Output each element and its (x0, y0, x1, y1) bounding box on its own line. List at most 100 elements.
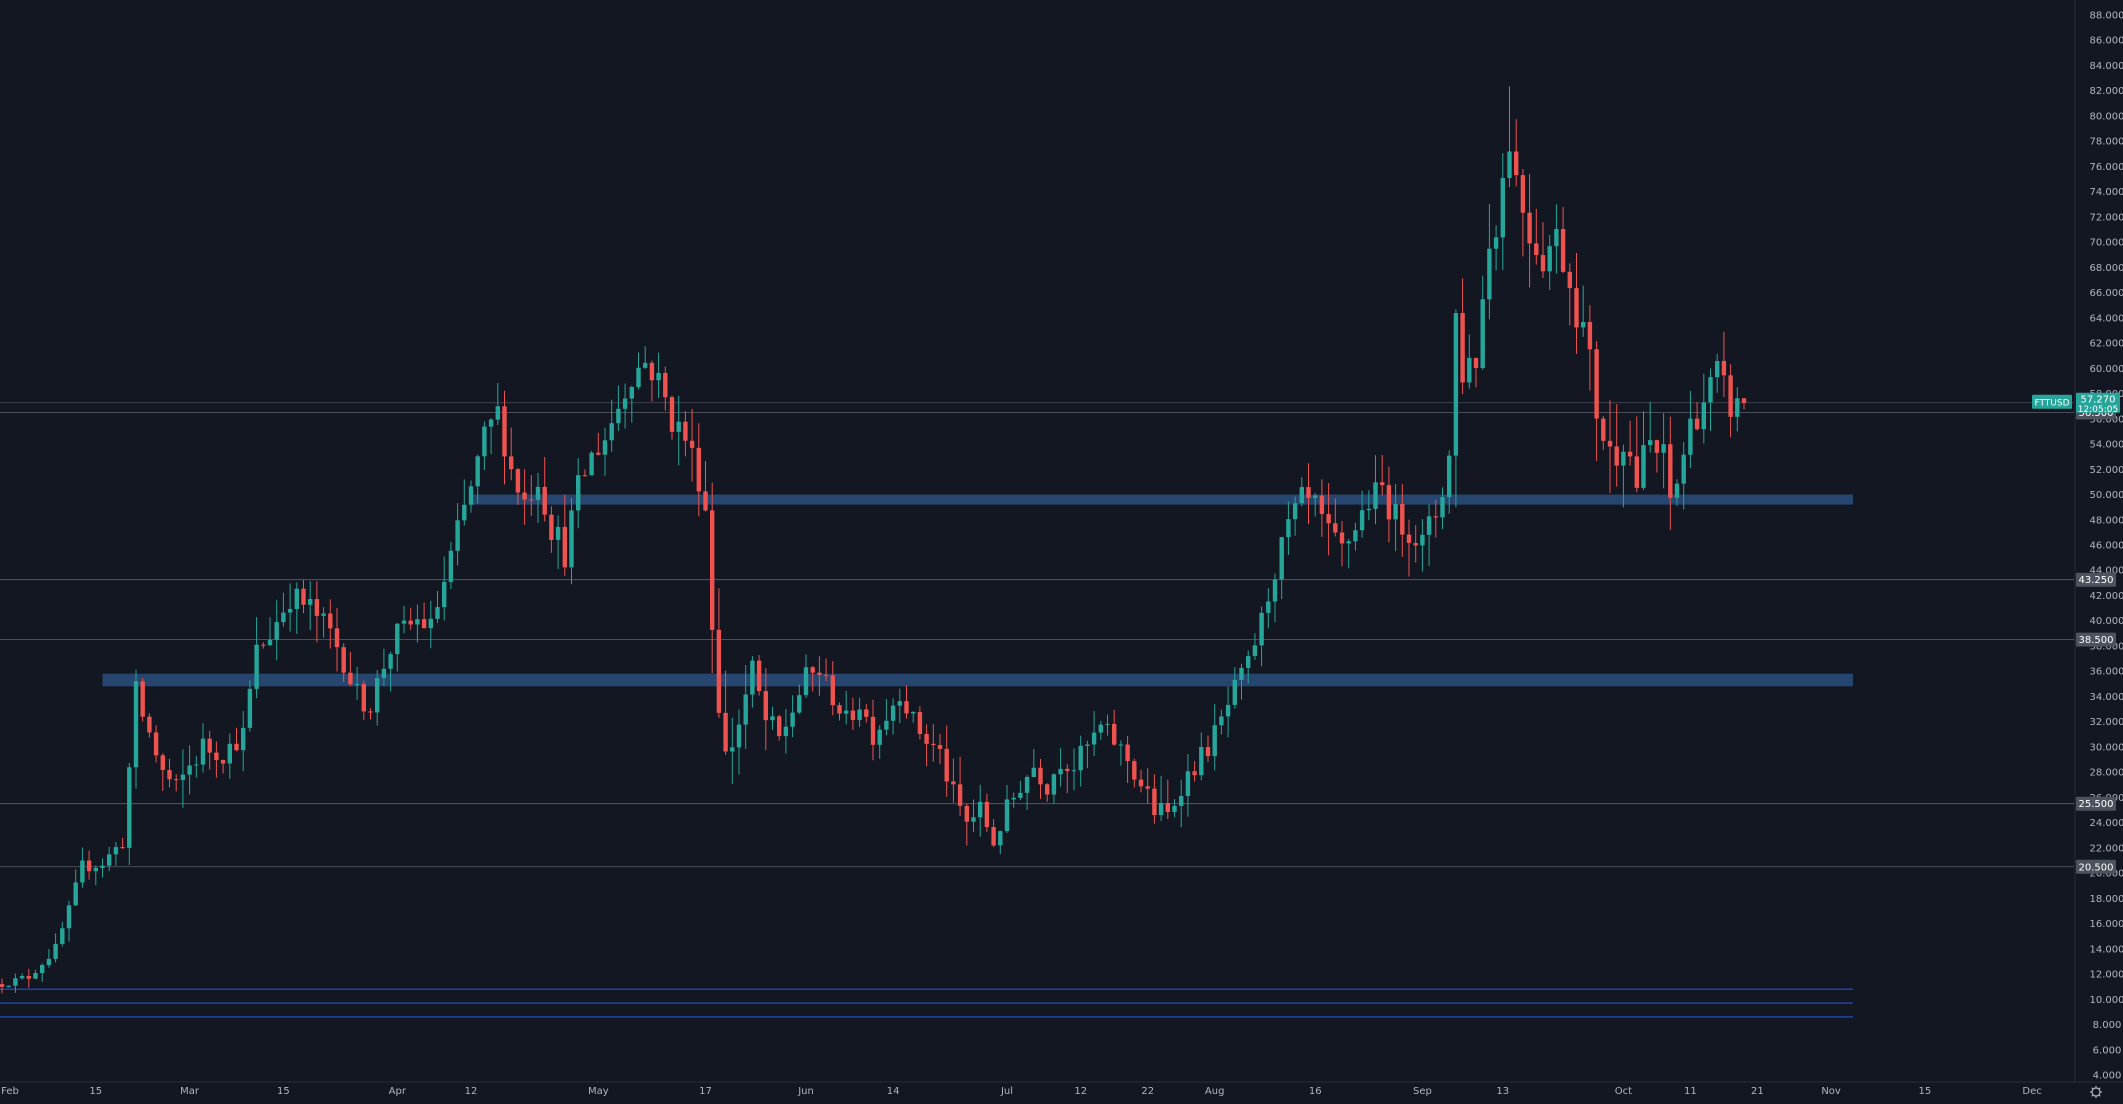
candle-body (60, 928, 64, 944)
price-tick-label: 6.000 (2093, 1045, 2122, 1056)
price-tick-label: 86.000 (2090, 36, 2123, 47)
candle-body (429, 619, 433, 628)
candle-body (1367, 509, 1371, 510)
candle-body (563, 527, 567, 567)
candle-body (898, 701, 902, 706)
candle-body (610, 423, 614, 440)
time-tick-label: 12 (465, 1086, 478, 1097)
candle-body (27, 976, 31, 979)
candle-body (844, 711, 848, 714)
candle-body (1320, 495, 1324, 514)
time-tick-label: Nov (1821, 1086, 1841, 1097)
candle-body (837, 705, 841, 714)
time-tick-label: 16 (1309, 1086, 1322, 1097)
candle-body (33, 973, 37, 979)
candle-body (938, 745, 942, 749)
time-tick-label: 15 (1919, 1086, 1932, 1097)
candle-body (1333, 523, 1337, 532)
candle-body (1373, 482, 1377, 509)
price-tick-label: 60.000 (2090, 364, 2123, 375)
candle-body (737, 725, 741, 748)
candle-body (1213, 725, 1217, 756)
price-tick-label: 16.000 (2090, 919, 2123, 930)
level-price-label: 38.500 (2079, 635, 2114, 646)
level-price-label: 43.250 (2079, 575, 2114, 586)
price-tick-label: 70.000 (2090, 238, 2123, 249)
candle-body (462, 505, 466, 521)
candle-body (301, 589, 305, 605)
candle-body (804, 667, 808, 695)
candle-body (1414, 543, 1418, 545)
candle-body (449, 551, 453, 582)
candle-body (543, 487, 547, 515)
candle-body (1159, 803, 1163, 815)
price-axis[interactable]: 4.0006.0008.00010.00012.00014.00016.0001… (2075, 0, 2123, 1082)
candle-body (656, 373, 660, 380)
candle-body (549, 515, 553, 540)
candle-body (107, 854, 111, 865)
candle-body (1588, 322, 1592, 349)
candle-body (991, 827, 995, 845)
candle-body (1695, 419, 1699, 430)
candle-body (1688, 419, 1692, 455)
candle-body (288, 609, 292, 613)
candle-body (1574, 288, 1578, 327)
candle-body (1246, 656, 1250, 668)
candle-body (1286, 519, 1290, 537)
candle-body (1501, 178, 1505, 237)
candle-body (181, 775, 185, 780)
candle-body (1387, 485, 1391, 519)
candle-body (20, 976, 24, 978)
countdown-label: 12:05:05 (2078, 405, 2118, 415)
candle-body (1628, 452, 1632, 457)
candle-body (723, 713, 727, 752)
candle-body (1125, 745, 1129, 762)
candle-body (47, 959, 51, 965)
candle-body (1487, 249, 1491, 300)
candle-body (1079, 746, 1083, 770)
candle-body (120, 847, 124, 848)
candle-body (201, 739, 205, 765)
price-tick-label: 46.000 (2090, 541, 2123, 552)
candle-body (455, 520, 459, 550)
candle-body (1648, 440, 1652, 445)
candle-body (1058, 769, 1062, 774)
price-tick-label: 82.000 (2090, 86, 2123, 97)
candle-body (1092, 733, 1096, 745)
candle-body (1273, 579, 1277, 601)
time-tick-label: 21 (1751, 1086, 1764, 1097)
candle-body (1661, 444, 1665, 453)
candle-body (924, 734, 928, 744)
candle-body (1072, 770, 1076, 771)
time-tick-label: Aug (1205, 1086, 1225, 1097)
candle-body (1400, 504, 1404, 535)
candle-body (670, 397, 674, 432)
time-tick-label: Jul (1000, 1086, 1013, 1097)
settings-gear-icon[interactable] (2090, 1086, 2102, 1098)
candle-body (851, 711, 855, 720)
candle-body (214, 753, 218, 760)
candle-body (53, 944, 57, 959)
candle-body (744, 695, 748, 725)
candle-body (911, 712, 915, 713)
candle-body (1233, 680, 1237, 705)
price-tick-label: 4.000 (2093, 1071, 2122, 1082)
candle-body (422, 619, 426, 628)
candle-body (342, 647, 346, 673)
candle-body (281, 613, 285, 623)
candle-body (1615, 446, 1619, 465)
candle-body (1099, 725, 1103, 733)
horizontal-levels (0, 403, 2074, 867)
candle-body (161, 755, 165, 770)
gear-tooth (2099, 1088, 2100, 1089)
price-tick-label: 78.000 (2090, 137, 2123, 148)
candle-body (1032, 768, 1036, 777)
candle-body (502, 406, 506, 456)
candle-body (1735, 398, 1739, 417)
candle-body (114, 847, 118, 854)
price-tick-label: 64.000 (2090, 313, 2123, 324)
candle-body (643, 363, 647, 368)
